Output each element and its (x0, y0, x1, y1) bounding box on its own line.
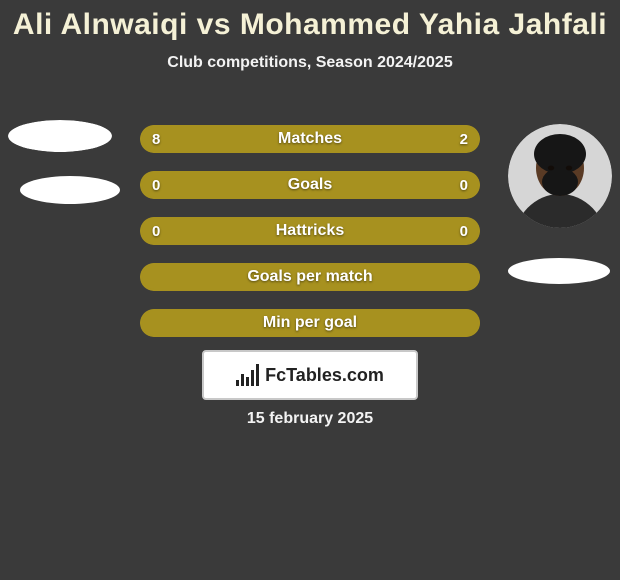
blank-ellipse-left (20, 176, 120, 204)
bar-value-right: 0 (460, 171, 468, 199)
bars-icon (236, 364, 259, 386)
fctables-logo: FcTables.com (202, 350, 418, 400)
bar-label: Hattricks (140, 217, 480, 245)
comparison-infographic: Ali Alnwaiqi vs Mohammed Yahia Jahfali C… (0, 0, 620, 580)
bar-label: Goals per match (140, 263, 480, 291)
bar-value-left: 0 (152, 217, 160, 245)
bar-value-right: 2 (460, 125, 468, 153)
bar-row: Matches8 2 (140, 125, 480, 153)
bar-row: Goals0 0 (140, 171, 480, 199)
player-photo-icon (508, 124, 612, 228)
player-left-avatar (8, 120, 112, 152)
bar-label: Matches (140, 125, 480, 153)
page-subtitle: Club competitions, Season 2024/2025 (0, 54, 620, 72)
bar-row: Goals per match (140, 263, 480, 291)
comparison-bars: Matches82Goals00Hattricks00Goals per mat… (140, 125, 480, 355)
bar-value-left: 8 (152, 125, 160, 153)
avatar-blank-icon (8, 120, 112, 152)
bar-value-left: 0 (152, 171, 160, 199)
bar-label: Min per goal (140, 309, 480, 337)
date-text: 15 february 2025 (0, 410, 620, 428)
page-title: Ali Alnwaiqi vs Mohammed Yahia Jahfali (0, 0, 620, 42)
bar-value-right: 0 (460, 217, 468, 245)
bar-row: Min per goal (140, 309, 480, 337)
player-right-avatar (508, 124, 612, 228)
bar-row: Hattricks0 0 (140, 217, 480, 245)
bar-label: Goals (140, 171, 480, 199)
logo-text: FcTables.com (265, 365, 384, 386)
blank-ellipse-right (508, 258, 610, 284)
